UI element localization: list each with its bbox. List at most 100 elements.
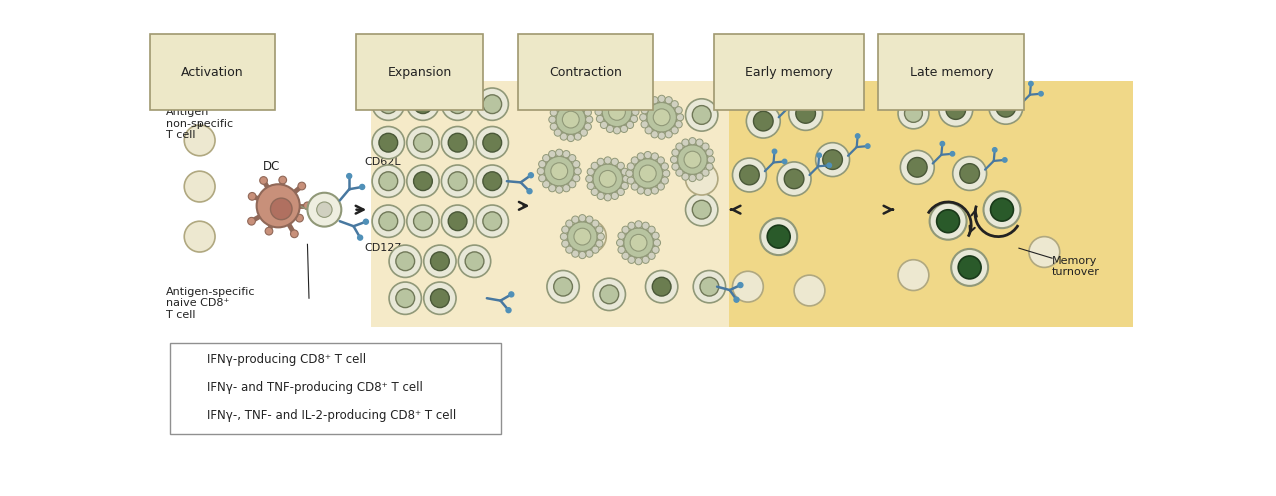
Circle shape bbox=[827, 163, 832, 168]
Circle shape bbox=[642, 222, 649, 229]
Circle shape bbox=[271, 198, 292, 220]
Circle shape bbox=[621, 226, 629, 233]
Circle shape bbox=[476, 165, 508, 197]
Circle shape bbox=[618, 188, 624, 195]
Circle shape bbox=[782, 159, 787, 164]
Circle shape bbox=[448, 172, 467, 190]
Circle shape bbox=[537, 168, 545, 175]
Circle shape bbox=[555, 186, 563, 193]
Circle shape bbox=[632, 108, 639, 116]
Circle shape bbox=[661, 163, 669, 170]
Circle shape bbox=[855, 134, 860, 138]
Circle shape bbox=[658, 132, 665, 139]
Circle shape bbox=[681, 173, 689, 180]
Circle shape bbox=[616, 239, 624, 247]
Circle shape bbox=[407, 205, 439, 238]
Circle shape bbox=[587, 168, 595, 176]
Circle shape bbox=[628, 177, 634, 184]
Circle shape bbox=[685, 99, 718, 131]
Circle shape bbox=[592, 246, 598, 253]
Circle shape bbox=[657, 157, 665, 164]
Circle shape bbox=[947, 98, 951, 102]
Text: IFNγ-producing CD8⁺ T cell: IFNγ-producing CD8⁺ T cell bbox=[207, 353, 366, 367]
Circle shape bbox=[600, 285, 619, 304]
Circle shape bbox=[618, 162, 624, 170]
Circle shape bbox=[641, 121, 648, 128]
Circle shape bbox=[389, 282, 421, 314]
Circle shape bbox=[574, 99, 582, 106]
Circle shape bbox=[815, 143, 850, 177]
Circle shape bbox=[693, 270, 726, 303]
Circle shape bbox=[413, 95, 433, 114]
Circle shape bbox=[554, 129, 561, 136]
Circle shape bbox=[630, 235, 647, 251]
Circle shape bbox=[644, 151, 651, 159]
Circle shape bbox=[584, 109, 591, 116]
Circle shape bbox=[601, 95, 607, 103]
Circle shape bbox=[651, 153, 658, 160]
Circle shape bbox=[946, 100, 966, 120]
Circle shape bbox=[554, 103, 561, 110]
Circle shape bbox=[960, 164, 980, 184]
Circle shape bbox=[413, 212, 433, 231]
Circle shape bbox=[1039, 92, 1044, 96]
Circle shape bbox=[407, 165, 439, 197]
Circle shape bbox=[984, 191, 1021, 228]
Circle shape bbox=[639, 165, 656, 182]
Circle shape bbox=[549, 116, 556, 123]
Circle shape bbox=[672, 163, 679, 170]
Circle shape bbox=[597, 233, 605, 240]
Circle shape bbox=[424, 245, 456, 277]
Circle shape bbox=[550, 123, 558, 130]
Circle shape bbox=[753, 111, 773, 131]
Circle shape bbox=[734, 297, 739, 302]
Circle shape bbox=[676, 169, 683, 176]
Circle shape bbox=[396, 252, 415, 271]
Circle shape bbox=[563, 111, 579, 128]
Circle shape bbox=[609, 104, 625, 121]
Circle shape bbox=[179, 349, 200, 371]
Circle shape bbox=[706, 149, 713, 156]
Circle shape bbox=[563, 151, 570, 158]
Circle shape bbox=[989, 90, 1023, 124]
Circle shape bbox=[549, 185, 556, 192]
Circle shape bbox=[701, 277, 718, 296]
Circle shape bbox=[672, 149, 679, 156]
Circle shape bbox=[651, 97, 658, 104]
Circle shape bbox=[621, 252, 629, 259]
Circle shape bbox=[561, 240, 569, 248]
Circle shape bbox=[621, 183, 628, 189]
Circle shape bbox=[865, 144, 870, 148]
Text: Expansion: Expansion bbox=[388, 65, 452, 79]
Circle shape bbox=[648, 252, 655, 259]
Circle shape bbox=[595, 108, 602, 116]
Circle shape bbox=[684, 151, 701, 168]
Circle shape bbox=[901, 150, 934, 184]
Circle shape bbox=[940, 141, 944, 146]
Circle shape bbox=[652, 246, 660, 253]
Circle shape bbox=[586, 216, 593, 223]
Bar bbox=[171, 343, 501, 434]
Circle shape bbox=[482, 95, 501, 114]
Circle shape bbox=[458, 245, 491, 277]
Circle shape bbox=[746, 104, 780, 138]
Circle shape bbox=[596, 116, 604, 123]
Circle shape bbox=[396, 289, 415, 308]
Text: b: b bbox=[376, 65, 387, 80]
Circle shape bbox=[407, 88, 439, 121]
Circle shape bbox=[579, 215, 586, 222]
Circle shape bbox=[586, 250, 593, 257]
Circle shape bbox=[702, 169, 709, 176]
Circle shape bbox=[448, 212, 467, 231]
Circle shape bbox=[586, 175, 593, 183]
Circle shape bbox=[596, 240, 604, 248]
Circle shape bbox=[939, 93, 972, 126]
Circle shape bbox=[601, 122, 607, 128]
Circle shape bbox=[618, 246, 625, 253]
Circle shape bbox=[648, 226, 655, 233]
Circle shape bbox=[597, 192, 605, 199]
Circle shape bbox=[555, 149, 563, 156]
Circle shape bbox=[413, 172, 433, 190]
Circle shape bbox=[360, 185, 365, 189]
Bar bbox=[729, 81, 894, 327]
